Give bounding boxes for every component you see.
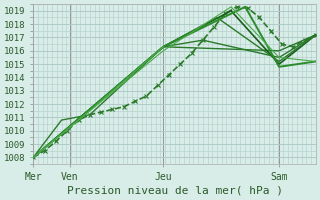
X-axis label: Pression niveau de la mer( hPa ): Pression niveau de la mer( hPa ) <box>67 186 283 196</box>
